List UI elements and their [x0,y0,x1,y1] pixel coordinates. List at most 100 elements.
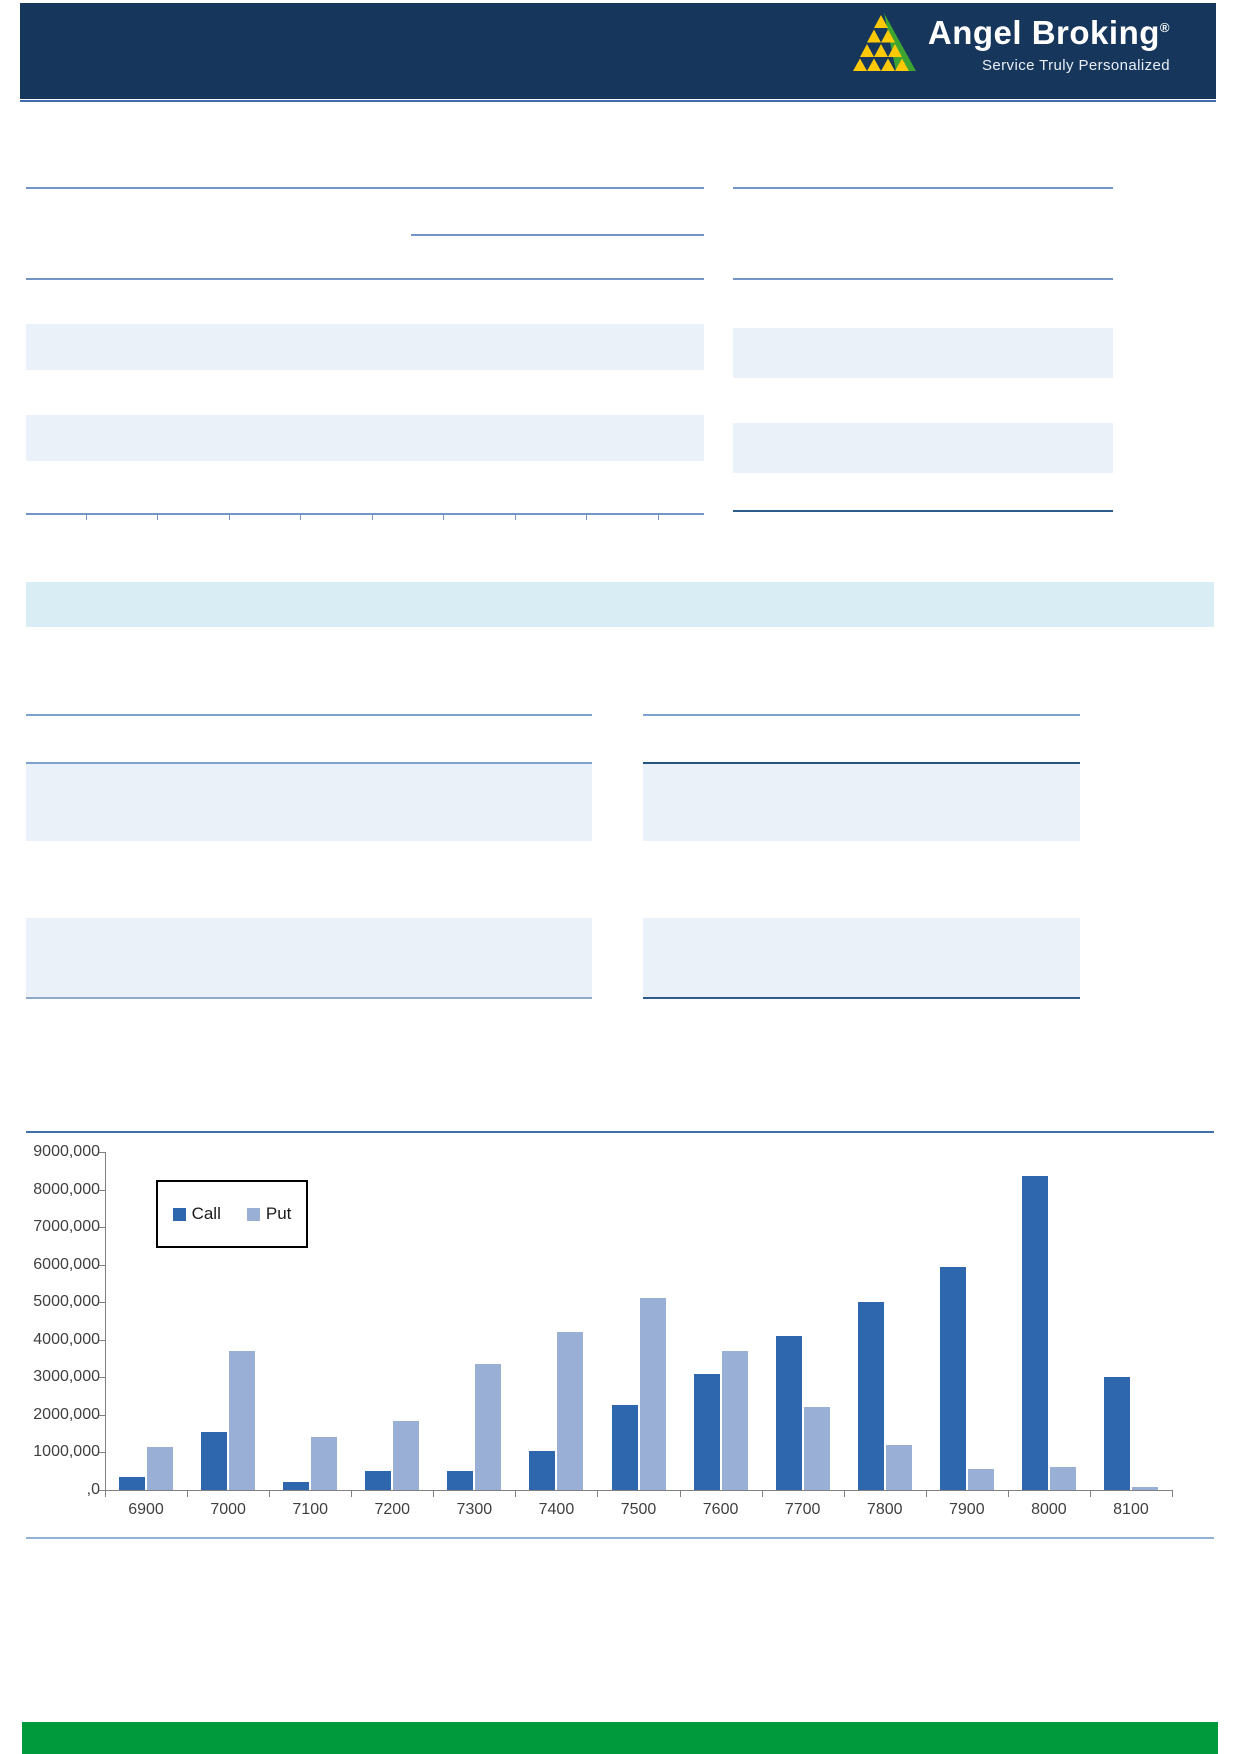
y-axis-tick-label: 9000,000 [33,1143,100,1160]
y-axis-tick [99,1339,105,1341]
y-axis-tick [99,1452,105,1454]
table-rule [26,762,592,764]
bar-put-7500 [639,1298,666,1490]
table-rule [733,187,1113,189]
bar-call-7700 [775,1336,802,1490]
table-row-band [26,324,704,370]
table-rule [733,278,1113,280]
x-axis-tick [1172,1490,1173,1497]
y-axis-tick [99,1302,105,1304]
x-axis-tick [187,1490,189,1497]
x-axis-tick [433,1490,435,1497]
y-axis-tick-label: 6000,000 [33,1255,100,1273]
table-row-band [643,918,1080,997]
x-axis-category-label: 7300 [456,1501,493,1518]
column-tick [86,515,87,520]
y-axis-tick-label: 3000,000 [33,1368,100,1386]
bar-call-7300 [447,1471,474,1490]
table-row-band [733,328,1113,378]
column-tick [515,515,516,520]
legend-swatch-icon [172,1207,186,1221]
column-tick [157,515,158,520]
table-bottom-rule [643,997,1080,999]
column-tick [372,515,373,520]
x-axis-tick [761,1490,763,1497]
y-axis-tick [99,1490,105,1491]
bar-call-7100 [283,1482,310,1490]
column-tick [658,515,659,520]
chart-section-top-rule [26,1131,1214,1133]
column-tick [300,515,301,520]
x-axis-category-label: 8000 [1031,1501,1067,1518]
x-axis-category-label: 7600 [702,1501,739,1518]
bar-call-8000 [1021,1176,1048,1490]
y-axis-tick [99,1189,105,1191]
table-row-band [26,764,592,841]
table-row-band [733,423,1113,473]
y-axis-tick [99,1264,105,1266]
y-axis-line [105,1152,106,1491]
x-axis-tick [1089,1490,1091,1497]
bar-call-7500 [611,1405,638,1490]
angel-broking-logo: Angel Broking® Service Truly Personalize… [846,11,1170,76]
chart-legend: Call Put [156,1180,308,1248]
x-axis-category-label: 7900 [949,1501,985,1518]
bar-put-7300 [475,1364,502,1490]
chart-section-bottom-rule [26,1537,1214,1539]
bar-call-7400 [529,1451,556,1490]
x-axis-tick [351,1490,353,1497]
bar-put-7000 [229,1351,256,1490]
bar-put-7400 [557,1332,584,1490]
table-bottom-rule [733,510,1113,512]
y-axis-tick-label: 7000,000 [33,1218,100,1236]
y-axis-tick-label: 8000,000 [33,1180,100,1198]
y-axis-tick [99,1152,105,1153]
x-axis-category-label: 8100 [1113,1501,1149,1518]
x-axis-tick [679,1490,681,1497]
bar-put-8000 [1049,1467,1076,1490]
x-axis-tick [1007,1490,1009,1497]
bar-call-8100 [1103,1377,1130,1490]
legend-label: Put [265,1204,292,1223]
column-tick [229,515,230,520]
x-axis-category-label: 6900 [128,1501,164,1518]
column-tick [443,515,444,520]
x-axis-category-label: 7000 [210,1501,246,1518]
x-axis-category-label: 7100 [292,1501,328,1518]
legend-label: Call [191,1204,221,1223]
bar-call-7200 [365,1471,392,1490]
y-axis-tick-label: 4000,000 [33,1330,100,1348]
pyramid-logo-icon [846,13,916,76]
x-axis-category-label: 7700 [784,1501,821,1518]
y-axis-tick-label: 5000,000 [33,1293,100,1311]
table-subheader-rule [411,234,704,236]
bar-call-7800 [857,1302,884,1490]
y-axis-tick-label: ,0 [86,1481,100,1498]
registered-mark: ® [1159,20,1170,35]
section-header-strip [26,582,1214,627]
x-axis-tick [515,1490,517,1497]
bar-call-7000 [201,1432,228,1490]
table-rule [26,714,592,716]
header-underline [20,100,1216,102]
brand-tagline: Service Truly Personalized [982,56,1170,74]
x-axis-tick [843,1490,845,1497]
legend-swatch-icon [246,1207,260,1221]
bar-call-6900 [119,1477,146,1490]
brand-name: Angel Broking® [927,14,1170,51]
x-axis-category-label: 7800 [866,1501,903,1518]
bar-put-7800 [885,1445,912,1490]
x-axis-tick [597,1490,599,1497]
y-axis-tick [99,1227,105,1229]
bar-put-7200 [393,1421,420,1490]
table-bottom-rule [26,997,592,999]
y-axis-tick-label: 1000,000 [33,1443,100,1461]
table-rule [26,187,704,189]
x-axis-tick [105,1490,106,1497]
bar-put-7100 [311,1437,338,1490]
y-axis-tick [99,1377,105,1379]
bar-put-8100 [1131,1487,1158,1490]
footer-bar [22,1722,1218,1754]
table-rule [26,278,704,280]
header-bar: Angel Broking® Service Truly Personalize… [20,3,1216,99]
